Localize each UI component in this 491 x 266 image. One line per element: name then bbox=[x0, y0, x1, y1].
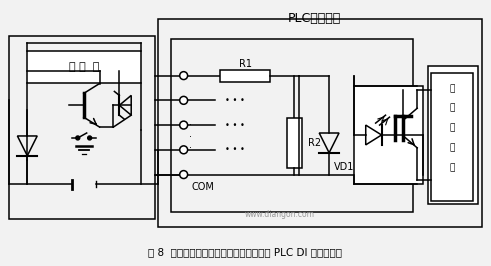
Text: • • •: • • • bbox=[225, 120, 245, 130]
Text: • • •: • • • bbox=[225, 96, 245, 105]
Text: • • •: • • • bbox=[225, 145, 245, 154]
Bar bbox=[431, 73, 473, 201]
Bar bbox=[27, 51, 141, 82]
Bar bbox=[171, 39, 413, 212]
Circle shape bbox=[88, 136, 92, 140]
Bar bbox=[158, 19, 483, 227]
Text: 外: 外 bbox=[449, 123, 455, 132]
Text: ·
·
·: · · · bbox=[189, 120, 191, 153]
Text: R1: R1 bbox=[239, 59, 251, 69]
Text: 天: 天 bbox=[449, 84, 455, 93]
Text: 备: 备 bbox=[449, 163, 455, 172]
Circle shape bbox=[180, 72, 188, 80]
Circle shape bbox=[76, 136, 80, 140]
Text: COM: COM bbox=[191, 182, 215, 192]
Bar bbox=[428, 66, 478, 204]
Circle shape bbox=[180, 96, 188, 104]
Bar bbox=[287, 118, 302, 168]
Bar bbox=[354, 85, 423, 184]
Circle shape bbox=[180, 146, 188, 154]
Bar bbox=[8, 36, 155, 219]
Text: VD1: VD1 bbox=[334, 162, 355, 172]
Text: www.diangon.com: www.diangon.com bbox=[245, 210, 315, 219]
Text: 设: 设 bbox=[449, 143, 455, 152]
Text: 工: 工 bbox=[449, 104, 455, 113]
Circle shape bbox=[180, 121, 188, 129]
Text: 主 电  骚: 主 电 骚 bbox=[69, 62, 99, 72]
Text: PLC内部接线: PLC内部接线 bbox=[288, 12, 341, 25]
Text: 图 8  直流两线制开关量仪表与源型灌电流 PLC DI 模块的接线: 图 8 直流两线制开关量仪表与源型灌电流 PLC DI 模块的接线 bbox=[148, 247, 342, 257]
Circle shape bbox=[180, 171, 188, 178]
Bar bbox=[220, 70, 270, 82]
Text: R2: R2 bbox=[308, 138, 322, 148]
